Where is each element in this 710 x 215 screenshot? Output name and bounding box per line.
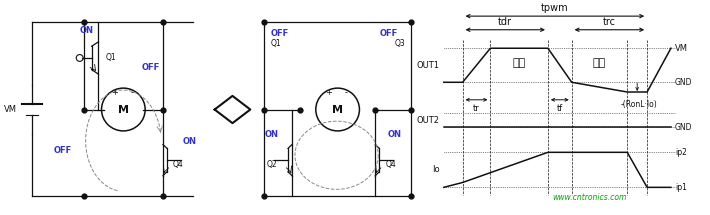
Text: tf: tf	[557, 104, 563, 113]
Text: ON: ON	[264, 130, 278, 139]
Text: ip1: ip1	[675, 183, 687, 192]
Text: Q3: Q3	[394, 38, 405, 48]
Text: -(RonL·Io): -(RonL·Io)	[621, 100, 657, 109]
Text: +: +	[111, 89, 118, 97]
Text: 再生: 再生	[593, 58, 606, 68]
Text: ON: ON	[183, 137, 197, 146]
Text: M: M	[118, 104, 129, 115]
Text: OFF: OFF	[379, 29, 398, 38]
Text: GND: GND	[675, 78, 692, 87]
Text: Io: Io	[432, 165, 439, 174]
Text: trc: trc	[603, 17, 616, 27]
Text: ON: ON	[387, 130, 401, 139]
Text: +: +	[325, 89, 332, 97]
Text: www.cntronics.com: www.cntronics.com	[552, 193, 627, 202]
Text: ON: ON	[80, 26, 94, 35]
Text: OFF: OFF	[141, 63, 160, 72]
Text: Q1: Q1	[271, 38, 280, 48]
Text: Q4: Q4	[173, 160, 184, 169]
Text: VM: VM	[4, 105, 17, 114]
Text: M: M	[332, 104, 343, 115]
Text: tdr: tdr	[498, 17, 512, 27]
Text: 施加: 施加	[513, 58, 526, 68]
Text: OFF: OFF	[54, 146, 72, 155]
Text: GND: GND	[675, 123, 692, 132]
Text: OUT1: OUT1	[417, 61, 439, 70]
Text: Q4: Q4	[386, 160, 396, 169]
Text: -: -	[345, 89, 348, 97]
Text: OUT2: OUT2	[417, 116, 439, 125]
Text: OFF: OFF	[271, 29, 288, 38]
Text: tpwm: tpwm	[541, 3, 569, 13]
Text: ip2: ip2	[675, 148, 687, 157]
Text: Q2: Q2	[266, 160, 277, 169]
Text: VM: VM	[675, 44, 688, 53]
Text: -: -	[131, 89, 133, 97]
Text: Q1: Q1	[106, 54, 116, 63]
Text: tr: tr	[473, 104, 480, 113]
